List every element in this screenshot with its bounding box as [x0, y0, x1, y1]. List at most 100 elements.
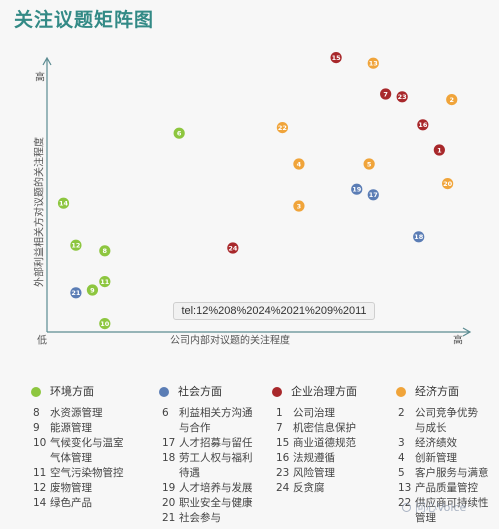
point-23: 23: [396, 91, 408, 103]
issue-number: 4: [398, 452, 405, 464]
point-marker: [433, 144, 445, 156]
issue-label: 反贪腐: [293, 482, 325, 494]
point-marker: [57, 197, 70, 209]
x-axis-high-label: 高: [453, 334, 463, 347]
issue-item-24: 24 反贪腐: [276, 481, 356, 496]
point-marker: [70, 287, 82, 299]
issue-list-governance: 1 公司治理 7 机密信息保护 15 商业道德规范 16 法规遵循 23 风险管理 24 反贪腐: [276, 406, 356, 496]
issue-number: 1: [276, 407, 283, 419]
point-marker: [99, 276, 111, 288]
issue-label: 人才招募与留任: [179, 437, 253, 449]
issue-list-economic: 2 公司竞争优势 与成长 3 经济绩效 4 创新管理 5 客户服务与满意 13 产品质量管控 22 供…: [398, 406, 489, 526]
point-label: 21: [71, 289, 81, 297]
issue-label: 法规遵循: [293, 452, 335, 464]
legend-label: 环境方面: [50, 385, 94, 398]
point-19: 19: [351, 183, 363, 195]
issue-label: 利益相关方沟通 与合作: [179, 407, 253, 434]
point-label: 12: [71, 242, 80, 250]
point-marker: [276, 122, 289, 134]
point-12: 12: [70, 239, 82, 251]
point-label: 13: [369, 60, 378, 68]
issue-item-2: 2 公司竞争优势 与成长: [398, 406, 489, 436]
point-11: 11: [99, 276, 111, 288]
issue-label: 人才培养与发展: [179, 482, 253, 494]
tel-link-tooltip: tel:12%208%2024%2021%209%2011: [173, 302, 375, 320]
issue-item-4: 4 创新管理: [398, 451, 489, 466]
issue-item-15: 15 商业道德规范: [276, 436, 356, 451]
issue-number: 10: [33, 437, 47, 449]
issue-number: 7: [276, 422, 283, 434]
issue-number: 23: [276, 467, 290, 479]
point-marker: [367, 57, 379, 69]
legend-dot-green: [31, 387, 41, 397]
issue-number: 9: [33, 422, 40, 434]
issue-number: 3: [398, 437, 405, 449]
issue-number: 19: [162, 482, 176, 494]
point-label: 9: [90, 286, 95, 294]
point-label: 24: [228, 244, 238, 252]
point-label: 17: [369, 191, 378, 199]
point-label: 6: [177, 130, 182, 138]
issue-label: 水资源管理: [50, 407, 103, 419]
point-label: 7: [383, 90, 388, 98]
point-1: 1: [433, 144, 445, 156]
point-label: 1: [437, 146, 442, 154]
issue-item-21: 21 社会参与: [162, 511, 253, 526]
issue-label: 商业道德规范: [293, 437, 356, 449]
point-marker: [351, 183, 363, 195]
issue-number: 17: [162, 437, 176, 449]
issue-item-10: 10 气候变化与温室 气体管理: [33, 436, 124, 466]
issue-number: 12: [33, 482, 47, 494]
point-label: 18: [414, 233, 424, 241]
issue-item-11: 11 空气污染物管控: [33, 466, 124, 481]
point-16: 16: [417, 119, 429, 131]
point-21: 21: [70, 287, 82, 299]
point-label: 11: [100, 278, 110, 286]
y-axis-high-label: 高: [35, 71, 45, 84]
issue-item-1: 1 公司治理: [276, 406, 356, 421]
legend-dot-orange: [396, 387, 406, 397]
point-17: 17: [367, 189, 379, 201]
point-marker: [396, 91, 408, 103]
point-marker: [446, 94, 458, 106]
point-18: 18: [413, 231, 425, 243]
watermark-logo-icon: [402, 503, 411, 512]
issue-label: 产品质量管控: [415, 482, 478, 494]
issue-number: 11: [33, 467, 47, 479]
y-axis-title: 外部利益相关方对议题的关注程度: [33, 137, 46, 287]
point-24: 24: [227, 242, 239, 254]
issue-item-14: 14 绿色产品: [33, 496, 124, 511]
legend-dot-red: [272, 387, 282, 397]
issue-item-13: 13 产品质量管控: [398, 481, 489, 496]
issue-item-12: 12 废物管理: [33, 481, 124, 496]
point-marker: [86, 284, 99, 296]
issue-label: 创新管理: [415, 452, 457, 464]
issue-item-20: 20 职业安全与健康: [162, 496, 253, 511]
point-marker: [380, 88, 392, 100]
point-2: 2: [446, 94, 458, 106]
point-label: 8: [103, 247, 108, 255]
legend-environment: 环境方面: [31, 385, 94, 399]
issue-list-social: 6 利益相关方沟通 与合作 17 人才招募与留任 18 劳工人权与福利 待遇 19 人才培养与…: [162, 406, 253, 526]
point-marker: [330, 52, 342, 64]
issue-number: 6: [162, 407, 169, 419]
point-label: 16: [418, 121, 428, 129]
point-9: 9: [86, 284, 99, 296]
point-4: 4: [293, 158, 305, 170]
point-5: 5: [363, 158, 375, 170]
point-marker: [363, 158, 375, 170]
issue-label: 社会参与: [179, 512, 221, 524]
x-axis-arrow-icon: [462, 327, 472, 337]
point-8: 8: [99, 245, 111, 257]
issue-item-9: 9 能源管理: [33, 421, 124, 436]
legend-label: 企业治理方面: [291, 385, 357, 398]
point-13: 13: [367, 57, 379, 69]
issue-number: 24: [276, 482, 290, 494]
point-7: 7: [380, 88, 392, 100]
point-marker: [442, 178, 454, 190]
issue-number: 16: [276, 452, 290, 464]
point-label: 15: [332, 54, 342, 62]
issue-label: 公司竞争优势 与成长: [415, 407, 478, 434]
issue-item-16: 16 法规遵循: [276, 451, 356, 466]
